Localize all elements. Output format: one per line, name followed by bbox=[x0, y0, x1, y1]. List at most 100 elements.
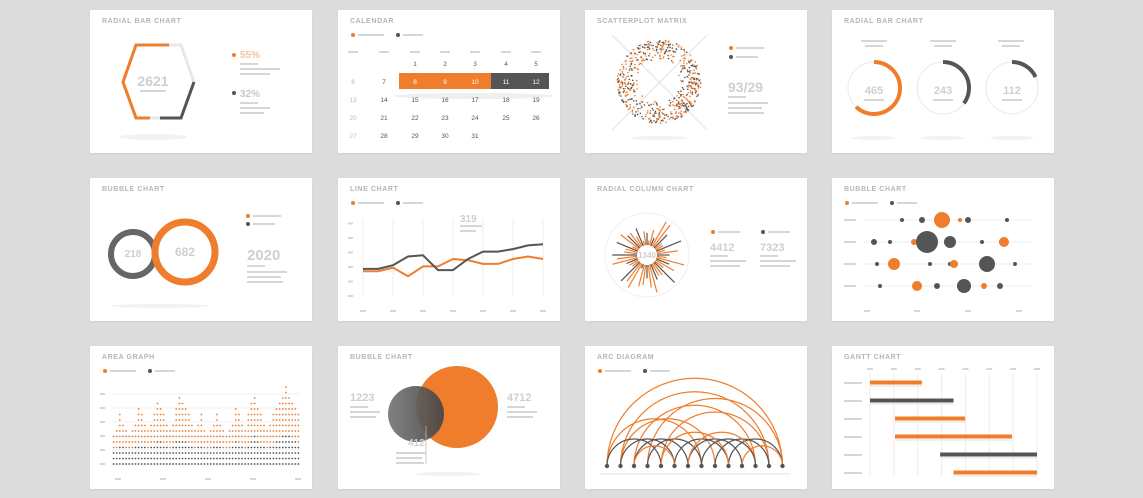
area-dot bbox=[203, 457, 206, 460]
area-dot bbox=[178, 419, 181, 421]
scatter-point bbox=[630, 67, 633, 70]
scatter-point bbox=[636, 67, 638, 70]
scatter-point bbox=[627, 71, 629, 74]
area-dot bbox=[175, 441, 178, 443]
area-dot bbox=[187, 446, 190, 449]
area-dot bbox=[169, 457, 171, 460]
gantt-bar bbox=[940, 452, 1037, 457]
scatter-point bbox=[629, 65, 631, 67]
scatter-point bbox=[627, 81, 630, 83]
scatter-point bbox=[673, 108, 676, 111]
scatter-point bbox=[655, 102, 658, 105]
scatter-point bbox=[668, 40, 670, 42]
scatter-point bbox=[626, 55, 628, 57]
area-dot bbox=[128, 452, 131, 454]
scatter-point bbox=[682, 104, 684, 107]
scatter-point bbox=[675, 43, 678, 45]
radial-column-bar bbox=[620, 234, 640, 250]
scatter-point bbox=[680, 46, 683, 48]
x-tick-label bbox=[1016, 310, 1022, 312]
scatter-point bbox=[670, 60, 673, 62]
area-dot bbox=[137, 446, 140, 449]
scatter-point bbox=[652, 115, 654, 117]
bubble bbox=[875, 262, 879, 266]
area-dot bbox=[209, 452, 212, 454]
area-dot bbox=[197, 446, 200, 449]
area-dot bbox=[178, 463, 181, 465]
arc bbox=[687, 431, 757, 467]
area-dot bbox=[256, 463, 259, 465]
scatter-point bbox=[675, 104, 678, 107]
area-dot bbox=[212, 457, 215, 460]
area-dot bbox=[253, 424, 256, 427]
scatter-point bbox=[650, 44, 653, 46]
scatter-point bbox=[626, 91, 628, 93]
bubble bbox=[934, 212, 950, 228]
bubble bbox=[934, 283, 940, 289]
scatter-point bbox=[695, 68, 698, 70]
area-dot bbox=[281, 457, 284, 460]
scatterplot-svg: 93/29 bbox=[611, 34, 768, 140]
scatter-point bbox=[654, 54, 657, 56]
scatter-point bbox=[686, 102, 688, 105]
scatter-point bbox=[684, 57, 686, 60]
area-dot bbox=[147, 435, 149, 438]
arc-node bbox=[685, 463, 691, 469]
weekday-label bbox=[379, 51, 389, 53]
gantt-bar bbox=[895, 434, 1012, 439]
area-dot bbox=[225, 435, 228, 438]
area-dot bbox=[225, 446, 228, 449]
area-dot bbox=[222, 452, 225, 454]
area-dot bbox=[250, 446, 253, 449]
area-dot bbox=[178, 402, 181, 405]
area-dot bbox=[228, 430, 231, 432]
area-dot bbox=[175, 463, 178, 465]
scatter-point bbox=[658, 113, 660, 116]
area-dot bbox=[165, 463, 168, 465]
area-dot bbox=[228, 441, 231, 443]
area-dot bbox=[250, 463, 253, 465]
weekday-label bbox=[531, 51, 541, 53]
area-dot bbox=[118, 457, 121, 460]
area-dot bbox=[187, 430, 190, 432]
area-dot bbox=[115, 452, 118, 454]
scatter-point bbox=[643, 104, 646, 106]
scatter-point bbox=[660, 51, 662, 53]
area-dot bbox=[291, 430, 294, 432]
calendar-day: 15 bbox=[411, 97, 419, 104]
area-dot bbox=[297, 413, 300, 416]
scatter-point bbox=[643, 53, 645, 55]
scatter-point bbox=[683, 62, 685, 64]
area-dot bbox=[285, 391, 287, 394]
area-dot bbox=[165, 424, 168, 427]
arc-node bbox=[618, 463, 623, 469]
radial-column-center: 1340 bbox=[638, 251, 656, 260]
calendar-day: 19 bbox=[532, 97, 540, 104]
scatter-point bbox=[621, 75, 624, 78]
area-dot bbox=[206, 441, 209, 443]
gantt-bar-shadow bbox=[895, 439, 1012, 441]
calendar-day: 7 bbox=[382, 79, 386, 86]
area-dot bbox=[297, 419, 300, 421]
bubble-right-value: 682 bbox=[175, 245, 195, 259]
area-dot bbox=[272, 435, 275, 438]
area-dot bbox=[118, 435, 121, 438]
area-dot bbox=[156, 413, 159, 416]
area-dot bbox=[231, 457, 234, 460]
scatter-point bbox=[639, 107, 641, 110]
area-dot bbox=[150, 452, 153, 454]
area-dot bbox=[291, 446, 294, 449]
ring-value-1: 465 bbox=[865, 85, 883, 97]
area-dot bbox=[250, 413, 253, 416]
area-dot bbox=[118, 424, 121, 427]
scatter-point bbox=[677, 107, 680, 110]
area-dot bbox=[137, 441, 140, 443]
area-dot bbox=[162, 430, 165, 432]
area-dot bbox=[187, 424, 190, 427]
area-dot bbox=[115, 446, 118, 449]
scatter-point bbox=[680, 65, 682, 67]
scatter-point bbox=[682, 88, 685, 91]
x-tick-label bbox=[540, 310, 546, 312]
calendar-day: 24 bbox=[471, 115, 479, 122]
x-tick-label bbox=[295, 478, 301, 480]
